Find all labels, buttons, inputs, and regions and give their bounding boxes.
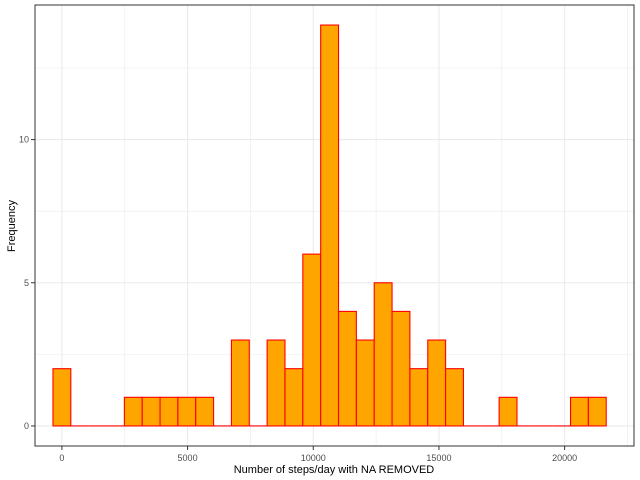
x-tick-label: 20000 xyxy=(552,453,577,463)
y-tick-label: 10 xyxy=(19,135,29,145)
histogram-bar xyxy=(587,396,607,427)
histogram-bar xyxy=(230,339,250,427)
histogram-bar xyxy=(52,368,72,427)
histogram-bar xyxy=(141,396,161,427)
x-axis-title: Number of steps/day with NA REMOVED xyxy=(234,464,435,476)
histogram-bar xyxy=(177,396,197,427)
y-tick-label: 5 xyxy=(24,278,29,288)
x-tick-label: 0 xyxy=(59,453,64,463)
histogram-bar xyxy=(123,396,143,427)
x-tick-label: 15000 xyxy=(426,453,451,463)
histogram-bar xyxy=(391,310,411,427)
histogram-bar xyxy=(337,310,357,427)
x-tick-label: 10000 xyxy=(301,453,326,463)
x-tick-label: 5000 xyxy=(178,453,198,463)
histogram-bar xyxy=(569,396,589,427)
histogram-bar xyxy=(498,396,518,427)
histogram-bar xyxy=(373,282,393,427)
histogram-bar xyxy=(409,368,429,427)
histogram-bar xyxy=(284,368,304,427)
histogram-bar xyxy=(445,368,464,427)
axis-ticks: 0 5000 10000 15000 20000 0 5 10 xyxy=(19,135,577,463)
panel-border xyxy=(34,4,635,447)
histogram-bar xyxy=(266,339,286,427)
y-tick-label: 0 xyxy=(24,421,29,431)
histogram-bar xyxy=(302,253,322,427)
histogram-bars xyxy=(52,24,607,427)
histogram-bar xyxy=(427,339,447,427)
histogram-bar xyxy=(195,396,215,427)
histogram-bar xyxy=(355,339,375,427)
histogram-bar xyxy=(320,24,340,427)
histogram-bar xyxy=(159,396,179,427)
y-axis-title: Frequency xyxy=(6,200,18,252)
